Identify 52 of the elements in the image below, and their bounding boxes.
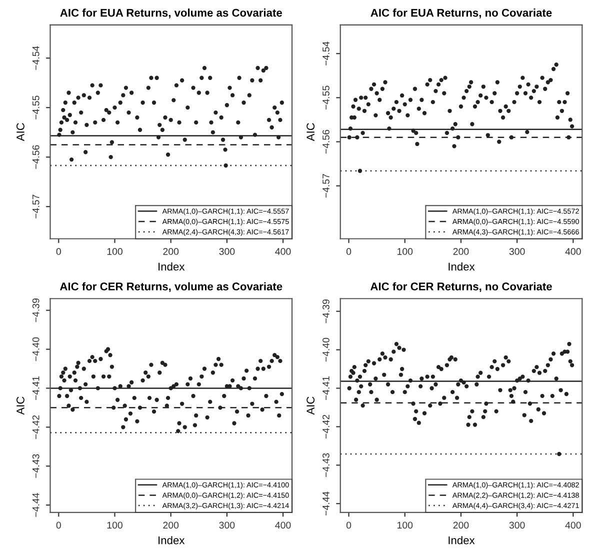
- y-tick-label: −4.44: [32, 493, 40, 517]
- y-tick-label: −4.54: [32, 46, 40, 70]
- y-tick-label: −4.40: [322, 338, 330, 362]
- chart-title: AIC for EUA Returns, no Covariate: [370, 8, 552, 18]
- y-tick-label: −4.44: [322, 492, 330, 516]
- chart-title: AIC for CER Returns, no Covariate: [370, 282, 552, 292]
- y-tick-label: −4.41: [322, 376, 330, 400]
- x-tick-label: 400: [275, 248, 291, 255]
- y-tick-label: −4.42: [322, 414, 330, 439]
- y-tick-label: −4.55: [32, 96, 40, 120]
- x-tick-label: 100: [398, 248, 413, 255]
- x-tick-label: 200: [163, 522, 179, 529]
- x-tick-label: 300: [219, 522, 235, 529]
- y-axis-title: AIC: [306, 123, 315, 142]
- y-tick-label: −4.55: [322, 86, 330, 110]
- y-tick-label: −4.40: [32, 337, 40, 362]
- x-tick-label: 300: [509, 248, 525, 255]
- x-tick-label: 300: [509, 522, 525, 529]
- chart-title: AIC for CER Returns, volume as Covariate: [60, 282, 282, 292]
- x-axis-title: Index: [158, 262, 185, 271]
- x-tick-label: 200: [453, 522, 469, 529]
- y-tick-label: −4.57: [32, 194, 40, 218]
- x-tick-label: 0: [346, 522, 352, 529]
- x-tick-label: 300: [219, 248, 235, 255]
- y-axis-title: AIC: [16, 123, 24, 142]
- x-tick-label: 400: [565, 248, 581, 255]
- x-tick-label: 0: [56, 248, 61, 255]
- x-axis-title: Index: [448, 536, 475, 544]
- y-axis-title: AIC: [16, 396, 24, 415]
- x-tick-label: 100: [398, 522, 413, 529]
- y-tick-label: −4.43: [322, 453, 330, 477]
- x-tick-label: 0: [56, 522, 61, 529]
- x-tick-label: 0: [346, 248, 352, 255]
- y-tick-label: −4.57: [322, 174, 330, 198]
- y-tick-label: −4.42: [32, 415, 40, 439]
- x-tick-label: 100: [107, 248, 122, 255]
- y-tick-label: −4.56: [32, 145, 40, 169]
- y-tick-label: −4.41: [32, 376, 40, 400]
- y-tick-label: −4.56: [322, 130, 330, 154]
- x-tick-label: 100: [107, 522, 122, 529]
- y-tick-label: −4.43: [32, 454, 40, 478]
- x-tick-label: 400: [275, 522, 291, 529]
- x-axis-title: Index: [158, 536, 185, 544]
- chart-title: AIC for EUA Returns, volume as Covariate: [60, 8, 282, 18]
- x-tick-label: 200: [163, 248, 179, 255]
- x-axis-title: Index: [448, 262, 475, 271]
- y-axis-title: AIC: [306, 396, 315, 415]
- y-tick-label: −4.54: [322, 42, 330, 66]
- x-tick-label: 200: [453, 248, 469, 255]
- y-tick-label: −4.39: [322, 299, 330, 324]
- y-tick-label: −4.39: [32, 298, 40, 322]
- x-tick-label: 400: [565, 522, 581, 529]
